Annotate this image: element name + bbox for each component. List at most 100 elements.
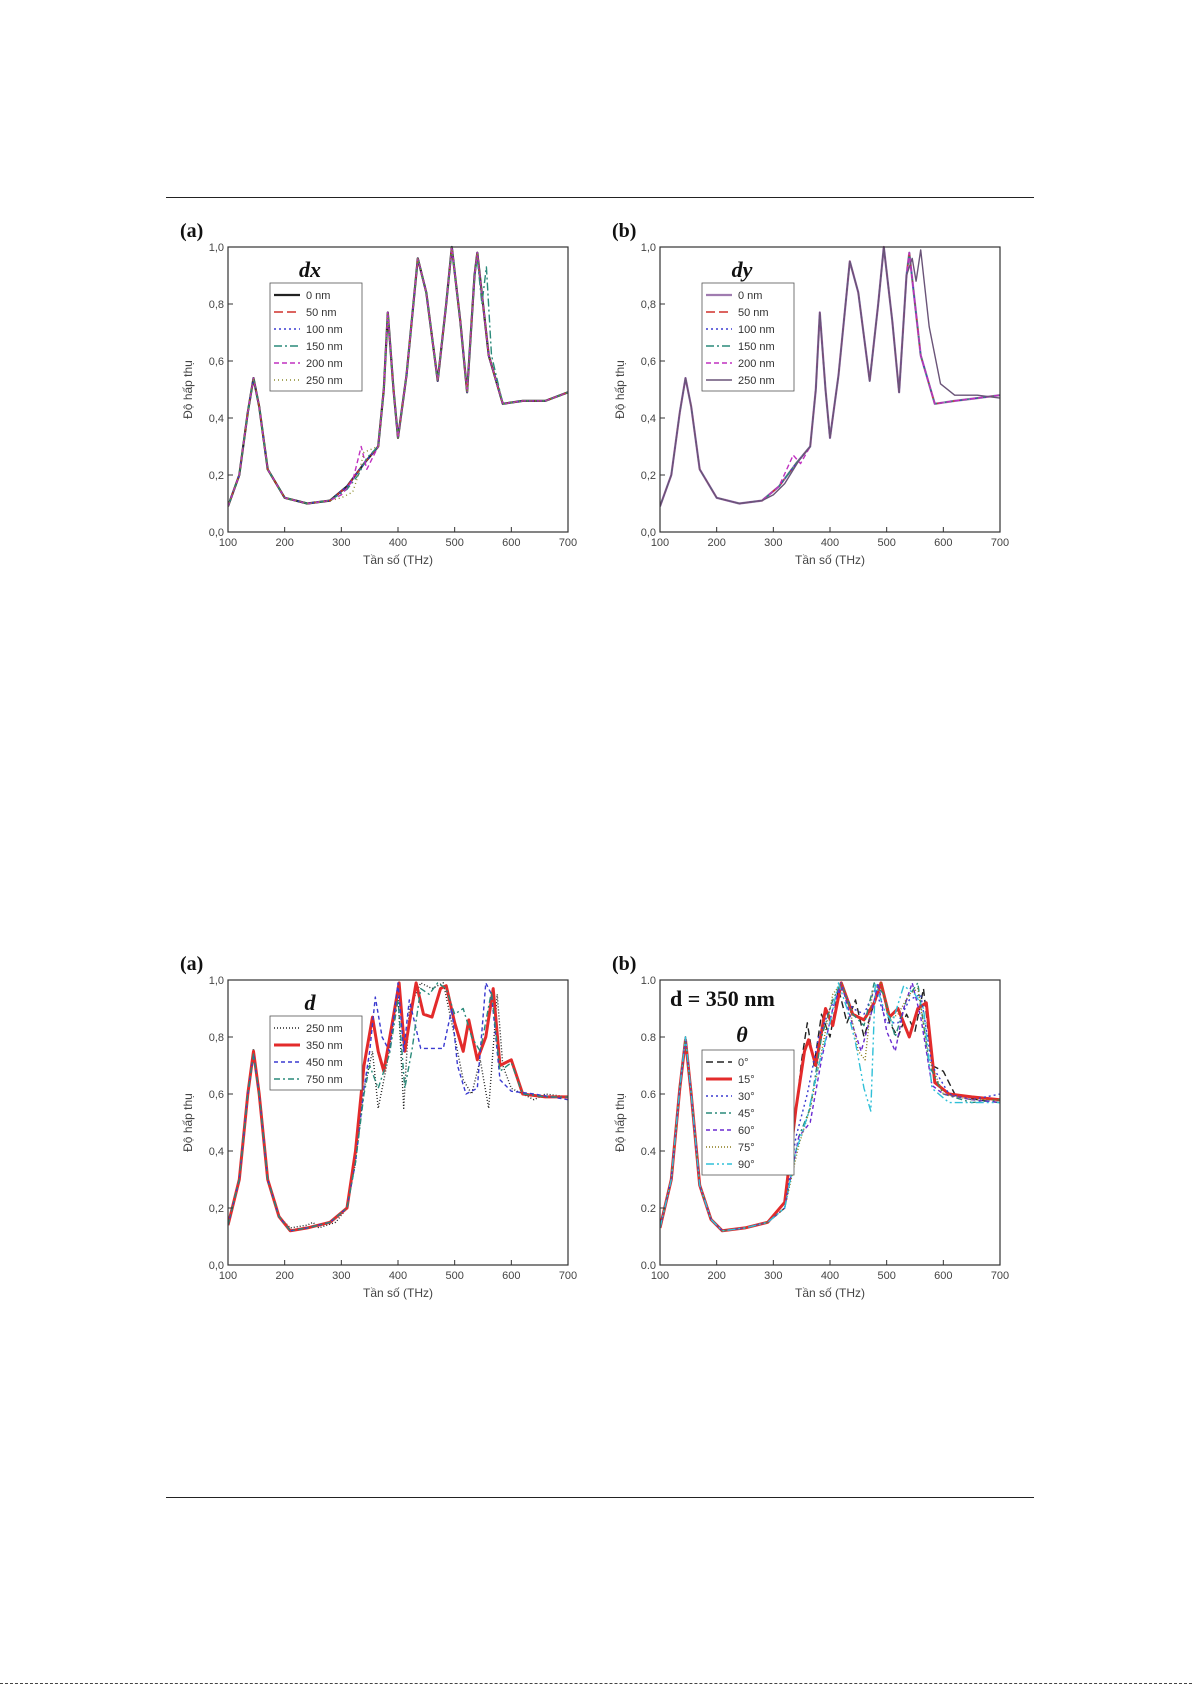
y-tick-label: 0.0 [641, 1260, 656, 1272]
figure-2b: (b) 100 200 300 400 500 600 700 0.0 0.2 0.4 0.6 0.8 1… [610, 948, 1020, 1348]
legend-title: θ [736, 1022, 748, 1047]
series-line-5 [660, 982, 1000, 1232]
x-tick-label: 200 [275, 537, 293, 549]
y-tick-label: 0,0 [209, 1260, 224, 1272]
legend-entry-0: 0 nm [738, 290, 762, 302]
legend-entry-6: 90° [738, 1159, 755, 1171]
y-tick-label: 0,4 [209, 1146, 224, 1158]
x-tick-label: 200 [707, 1270, 725, 1282]
header-rule [166, 197, 1034, 198]
legend-title: d [305, 990, 317, 1015]
legend-entry-3: 150 nm [738, 341, 775, 353]
annotation-label: d = 350 nm [670, 986, 775, 1011]
panel-label: (b) [612, 953, 636, 975]
y-tick-label: 0,2 [209, 1203, 224, 1215]
y-tick-label: 0,6 [641, 356, 656, 368]
x-tick-label: 400 [821, 537, 839, 549]
panel-label: (a) [180, 220, 203, 242]
y-tick-label: 0,6 [209, 1089, 224, 1101]
y-tick-label: 1,0 [209, 242, 224, 254]
y-tick-label: 0,4 [209, 413, 224, 425]
y-tick-label: 0.4 [641, 1146, 656, 1158]
series-group [660, 245, 1000, 507]
legend-entry-5: 250 nm [306, 375, 343, 387]
y-axis-title: Độ hấp thụ [613, 360, 627, 419]
series-line-6 [660, 982, 1000, 1232]
series-line-5 [228, 246, 568, 507]
panel-label: (a) [180, 953, 203, 975]
x-tick-label: 600 [934, 537, 952, 549]
legend-box [269, 282, 363, 392]
y-tick-label: 1,0 [209, 975, 224, 987]
y-tick-label: 0,4 [641, 413, 656, 425]
legend-box [701, 1049, 795, 1176]
figure-2a: (a) 100 200 300 400 500 600 700 0,0 0,2 0,4 0,6 0,8 1… [178, 948, 588, 1348]
legend-entry-0: 250 nm [306, 1023, 343, 1035]
x-tick-label: 700 [991, 1270, 1009, 1282]
legend-entry-2: 100 nm [306, 324, 343, 336]
legend-title: dx [299, 257, 321, 282]
x-tick-label: 300 [332, 537, 350, 549]
y-tick-label: 0.6 [641, 1089, 656, 1101]
y-tick-label: 1,0 [641, 242, 656, 254]
y-tick-label: 0,2 [209, 470, 224, 482]
x-tick-label: 700 [559, 1270, 577, 1282]
series-line-5 [660, 246, 1000, 507]
legend-entry-3: 45° [738, 1108, 755, 1120]
legend-entry-1: 50 nm [306, 307, 337, 319]
y-tick-label: 1.0 [641, 975, 656, 987]
legend-entry-5: 75° [738, 1142, 755, 1154]
chart-2b: (b) 100 200 300 400 500 600 700 0.0 0.2 0.4 0.6 0.8 1… [612, 953, 1009, 1300]
y-axis-title: Độ hấp thụ [613, 1093, 627, 1152]
legend-entry-4: 200 nm [306, 358, 343, 370]
x-tick-label: 300 [332, 1270, 350, 1282]
legend-entry-1: 50 nm [738, 307, 769, 319]
legend-title: dy [732, 257, 753, 282]
x-axis-title: Tần số (THz) [363, 1286, 433, 1300]
x-tick-label: 300 [764, 537, 782, 549]
y-tick-label: 0.8 [641, 1032, 656, 1044]
legend-entry-4: 60° [738, 1125, 755, 1137]
legend-box [269, 1015, 363, 1091]
x-tick-label: 200 [707, 537, 725, 549]
x-tick-label: 500 [445, 1270, 463, 1282]
x-tick-label: 500 [877, 537, 895, 549]
legend-entry-2: 450 nm [306, 1057, 343, 1069]
x-tick-label: 600 [502, 1270, 520, 1282]
y-tick-label: 0,0 [641, 527, 656, 539]
x-axis-title: Tần số (THz) [795, 1286, 865, 1300]
legend-entry-3: 750 nm [306, 1074, 343, 1086]
x-tick-label: 200 [275, 1270, 293, 1282]
x-tick-label: 600 [934, 1270, 952, 1282]
series-group [660, 981, 1000, 1233]
series-group [228, 981, 568, 1233]
y-tick-label: 0,2 [641, 470, 656, 482]
y-axis-title: Độ hấp thụ [181, 360, 195, 419]
y-tick-label: 0,0 [209, 527, 224, 539]
series-line-0 [660, 982, 1000, 1232]
legend-entry-2: 30° [738, 1091, 755, 1103]
x-tick-label: 700 [991, 537, 1009, 549]
legend-entry-1: 15° [738, 1074, 755, 1086]
chart-1a: (a) 100 200 300 400 500 600 700 0,0 0,2 0,4 0,6 0,8 1… [180, 220, 577, 567]
chart-1b: (b) 100 200 300 400 500 600 700 0,0 0,2 0,4 0,6 0,8 1… [612, 220, 1009, 567]
x-tick-label: 700 [559, 537, 577, 549]
y-tick-label: 0,8 [209, 299, 224, 311]
y-tick-label: 0.2 [641, 1203, 656, 1215]
panel-label: (b) [612, 220, 636, 242]
series-line-3 [228, 982, 568, 1232]
page-edge-rule [0, 1683, 1192, 1684]
legend-entry-0: 0 nm [306, 290, 330, 302]
x-tick-label: 400 [821, 1270, 839, 1282]
x-tick-label: 500 [877, 1270, 895, 1282]
footer-rule [166, 1497, 1034, 1498]
x-tick-label: 100 [651, 537, 669, 549]
x-tick-label: 400 [389, 537, 407, 549]
series-group [228, 245, 568, 507]
y-axis-title: Độ hấp thụ [181, 1093, 195, 1152]
legend-entry-2: 100 nm [738, 324, 775, 336]
legend-entry-0: 0° [738, 1057, 749, 1069]
legend-entry-1: 350 nm [306, 1040, 343, 1052]
y-tick-label: 0,8 [209, 1032, 224, 1044]
chart-2a: (a) 100 200 300 400 500 600 700 0,0 0,2 0,4 0,6 0,8 1… [180, 953, 577, 1300]
